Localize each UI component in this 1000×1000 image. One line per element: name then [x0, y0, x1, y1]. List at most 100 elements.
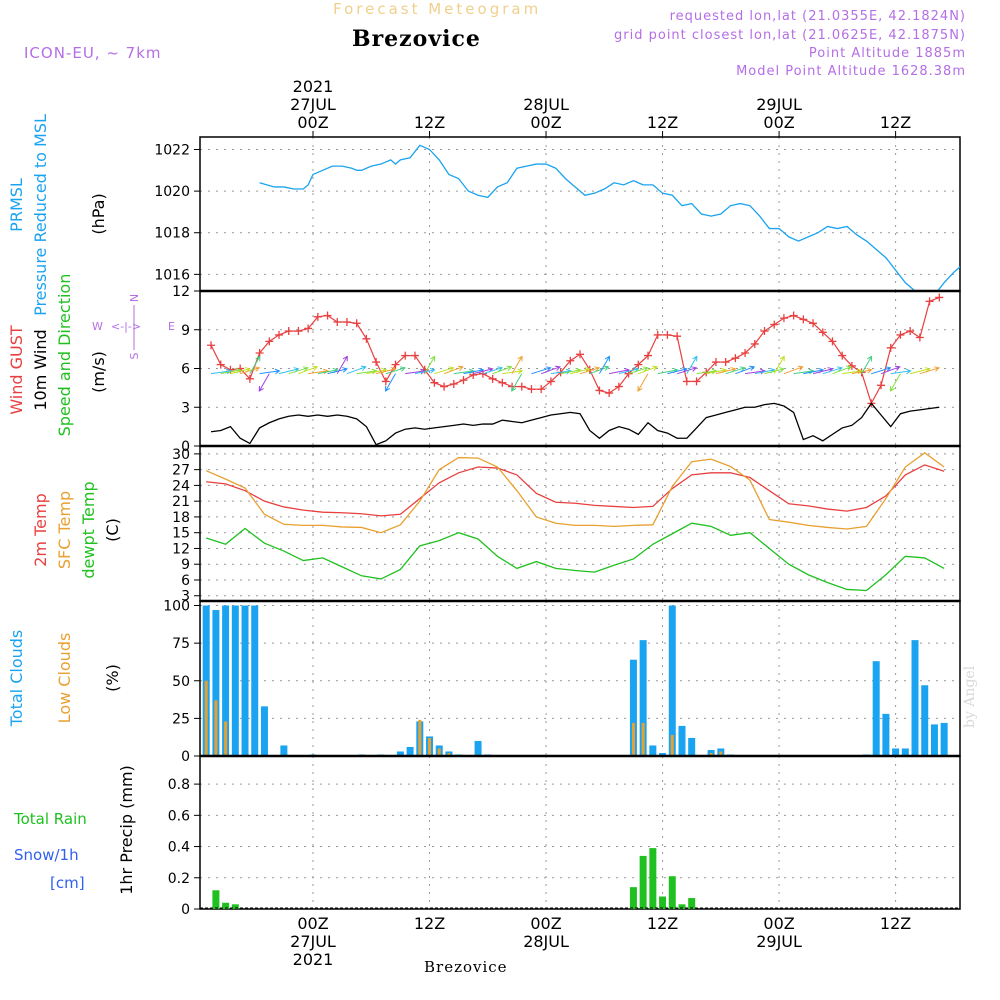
wind-direction-arrow: [258, 373, 270, 392]
wind-direction-arrow: [453, 368, 475, 375]
wind-direction-arrow: [298, 365, 319, 375]
wind-direction-arrow: [385, 366, 406, 375]
panel-frame: [199, 755, 961, 910]
total-cloud-bar: [872, 661, 880, 756]
gust-marker: [653, 330, 662, 339]
gust-marker: [779, 314, 788, 323]
time-label-top: 29JUL: [756, 95, 802, 114]
wind-unit: (m/s): [89, 351, 108, 393]
wind-direction-arrow: [919, 366, 940, 375]
low-cloud-bar: [224, 721, 228, 756]
time-label-bottom: 2021: [293, 950, 334, 969]
rain-bar: [639, 855, 647, 909]
precip-bars: [200, 848, 960, 909]
rain-bar: [659, 896, 667, 909]
wind-direction-arrow: [657, 367, 679, 375]
low-cloud-bar: [631, 722, 635, 756]
wind-direction-arrow: [259, 368, 281, 375]
ytick-label: 100: [163, 599, 190, 615]
wind-direction-arrow: [424, 355, 436, 374]
wind-direction-arrow: [676, 366, 698, 375]
total-cloud-bar: [688, 737, 696, 756]
snow-unit: [cm]: [50, 874, 85, 892]
gust-marker: [391, 360, 400, 369]
wind-label: 10m Wind: [31, 329, 50, 410]
total-cloud-bar: [668, 605, 676, 756]
wind-direction-arrow: [783, 365, 804, 375]
ytick-label: 1020: [154, 184, 190, 200]
compass-n: N: [128, 294, 141, 302]
wind-direction-arrow: [511, 355, 523, 374]
ytick-label: 1016: [154, 267, 190, 283]
gust-marker: [818, 328, 827, 337]
compass-w: W: [92, 320, 103, 333]
ytick-label: 75: [172, 636, 190, 652]
panel-pressure: 1016 1018 1020 1022: [154, 136, 961, 292]
rain-bar: [649, 848, 657, 909]
ytick-label: 12: [172, 541, 190, 557]
ytick-label: 21: [172, 494, 190, 510]
wind-direction-arrow: [531, 366, 552, 375]
gust-marker: [372, 358, 381, 367]
ytick-label: 0: [181, 749, 190, 765]
total-cloud-bar: [921, 685, 929, 756]
gust-marker: [906, 327, 915, 336]
gust-marker: [401, 351, 410, 360]
wind-direction-arrow: [434, 366, 455, 375]
pressure-line: [259, 144, 960, 291]
gust-marker: [643, 351, 652, 360]
gust-marker: [809, 319, 818, 328]
total-cloud-label: Total Clouds: [7, 630, 26, 728]
gust-marker: [741, 349, 750, 357]
total-cloud-bar: [241, 605, 249, 756]
rain-bar: [678, 904, 686, 909]
total-cloud-bar: [280, 745, 288, 756]
gust-marker: [770, 320, 779, 329]
footer-location: Brezovice: [424, 958, 508, 976]
compass-rose: W <-|-> E N S: [92, 294, 175, 360]
pressure-label-1: PRMSL: [7, 178, 26, 232]
low-cloud-bar: [447, 752, 451, 756]
total-cloud-bar: [649, 745, 657, 756]
gust-marker: [304, 324, 313, 333]
time-label-bottom: 12Z: [880, 914, 911, 933]
sfc-temp-line: [205, 452, 945, 534]
gust-marker: [799, 315, 808, 324]
low-cloud-label: Low Clouds: [55, 633, 74, 724]
total-cloud-bar: [406, 746, 414, 756]
temp-unit: (C): [103, 518, 122, 542]
low-cloud-bar: [437, 748, 441, 756]
ytick-label: 3: [181, 589, 190, 605]
wind-direction-arrow: [686, 355, 698, 374]
gust-marker: [440, 382, 449, 391]
time-label-top: 00Z: [297, 113, 328, 132]
gust-marker: [663, 330, 672, 339]
rain-bar: [222, 902, 230, 909]
cloud-unit: (%): [103, 664, 122, 692]
gust-marker: [313, 312, 322, 321]
gust-marker: [789, 311, 798, 320]
wind-direction-arrow: [628, 366, 649, 375]
wind-direction-arrow: [880, 365, 901, 375]
gust-marker: [284, 327, 293, 336]
time-label-top: 2021: [293, 77, 334, 96]
gust-marker: [614, 382, 623, 391]
rain-bar: [688, 898, 696, 909]
total-cloud-bar: [212, 610, 220, 756]
wind-direction-arrow: [696, 368, 718, 375]
wind-direction-arrow: [210, 368, 232, 375]
ytick-label: 30: [172, 447, 190, 463]
total-cloud-bar: [639, 640, 647, 756]
ytick-label: 9: [181, 557, 190, 573]
time-label-bottom: 27JUL: [290, 932, 336, 951]
gust-marker: [342, 318, 351, 326]
ytick-label: 6: [181, 573, 190, 589]
wind-series: [207, 293, 944, 446]
wind-direction-arrow: [599, 355, 610, 374]
gust-marker: [576, 350, 585, 359]
gust-marker: [711, 358, 720, 367]
dewpt-line: [205, 522, 945, 592]
wind-direction-arrow: [511, 373, 523, 392]
time-label-top: 28JUL: [523, 95, 569, 114]
panel-frame: [199, 136, 961, 292]
